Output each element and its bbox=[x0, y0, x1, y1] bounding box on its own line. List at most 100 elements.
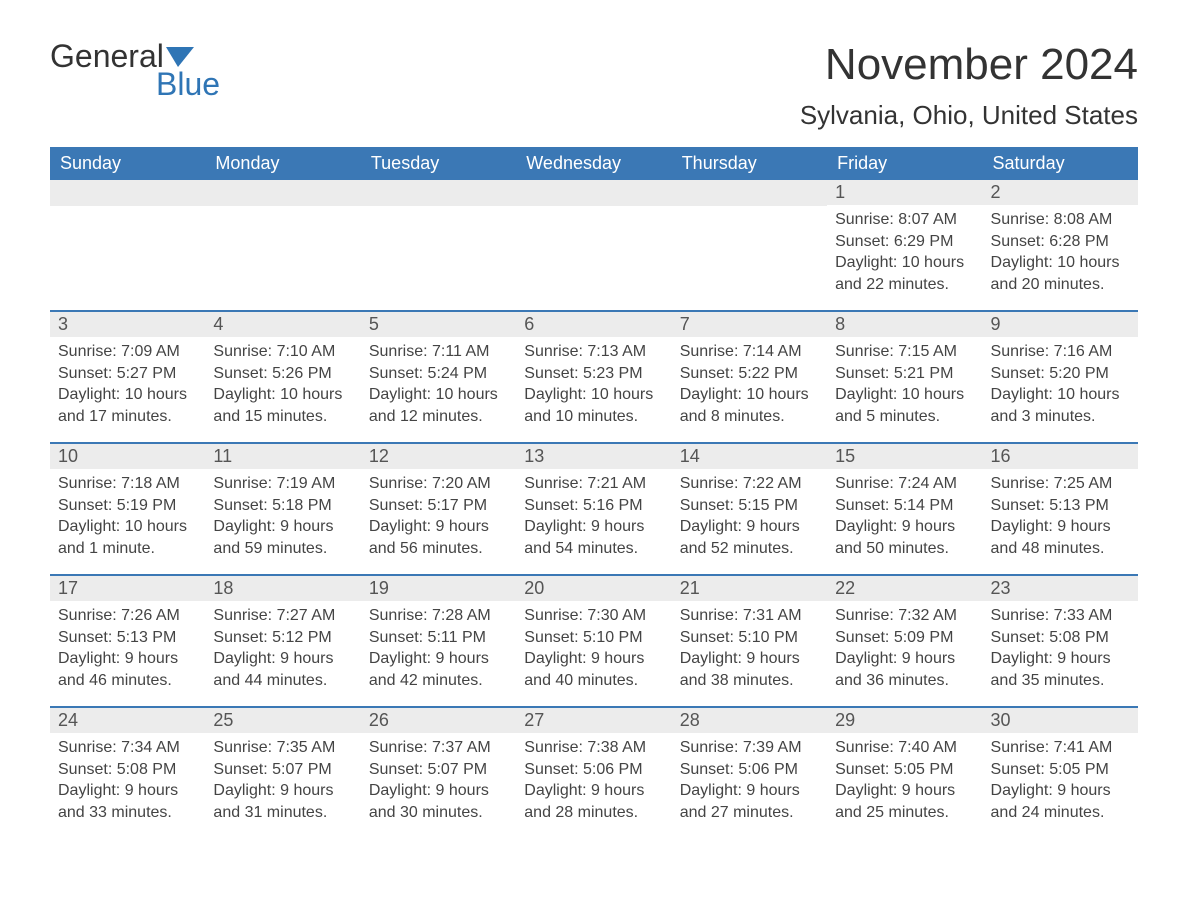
day-number: 18 bbox=[205, 576, 360, 601]
day-number: 23 bbox=[983, 576, 1138, 601]
day-number: 19 bbox=[361, 576, 516, 601]
day-of-week-header: SundayMondayTuesdayWednesdayThursdayFrid… bbox=[50, 147, 1138, 180]
day-body: Sunrise: 7:32 AMSunset: 5:09 PMDaylight:… bbox=[827, 601, 982, 699]
sunset-text: Sunset: 5:12 PM bbox=[213, 627, 352, 649]
day-cell: 21Sunrise: 7:31 AMSunset: 5:10 PMDayligh… bbox=[672, 576, 827, 706]
sunset-text: Sunset: 5:11 PM bbox=[369, 627, 508, 649]
sunrise-text: Sunrise: 7:14 AM bbox=[680, 341, 819, 363]
sunset-text: Sunset: 5:26 PM bbox=[213, 363, 352, 385]
daylight-text: Daylight: 9 hours and 25 minutes. bbox=[835, 780, 974, 823]
daylight-text: Daylight: 9 hours and 33 minutes. bbox=[58, 780, 197, 823]
sunset-text: Sunset: 5:15 PM bbox=[680, 495, 819, 517]
sunrise-text: Sunrise: 7:11 AM bbox=[369, 341, 508, 363]
sunrise-text: Sunrise: 7:28 AM bbox=[369, 605, 508, 627]
daylight-text: Daylight: 10 hours and 12 minutes. bbox=[369, 384, 508, 427]
day-cell: 20Sunrise: 7:30 AMSunset: 5:10 PMDayligh… bbox=[516, 576, 671, 706]
day-number: 20 bbox=[516, 576, 671, 601]
day-body: Sunrise: 7:34 AMSunset: 5:08 PMDaylight:… bbox=[50, 733, 205, 831]
daylight-text: Daylight: 9 hours and 59 minutes. bbox=[213, 516, 352, 559]
dow-cell: Wednesday bbox=[516, 147, 671, 180]
day-cell: 30Sunrise: 7:41 AMSunset: 5:05 PMDayligh… bbox=[983, 708, 1138, 838]
empty-day-header bbox=[672, 180, 827, 206]
sunset-text: Sunset: 5:13 PM bbox=[58, 627, 197, 649]
sunrise-text: Sunrise: 7:25 AM bbox=[991, 473, 1130, 495]
day-cell: 15Sunrise: 7:24 AMSunset: 5:14 PMDayligh… bbox=[827, 444, 982, 574]
day-body: Sunrise: 7:27 AMSunset: 5:12 PMDaylight:… bbox=[205, 601, 360, 699]
sunrise-text: Sunrise: 7:30 AM bbox=[524, 605, 663, 627]
daylight-text: Daylight: 9 hours and 36 minutes. bbox=[835, 648, 974, 691]
day-body: Sunrise: 7:18 AMSunset: 5:19 PMDaylight:… bbox=[50, 469, 205, 567]
day-cell: 14Sunrise: 7:22 AMSunset: 5:15 PMDayligh… bbox=[672, 444, 827, 574]
day-body: Sunrise: 8:07 AMSunset: 6:29 PMDaylight:… bbox=[827, 205, 982, 303]
logo: General Blue bbox=[50, 40, 220, 100]
day-number: 7 bbox=[672, 312, 827, 337]
day-cell: 9Sunrise: 7:16 AMSunset: 5:20 PMDaylight… bbox=[983, 312, 1138, 442]
sunrise-text: Sunrise: 7:31 AM bbox=[680, 605, 819, 627]
day-cell: 12Sunrise: 7:20 AMSunset: 5:17 PMDayligh… bbox=[361, 444, 516, 574]
dow-cell: Saturday bbox=[983, 147, 1138, 180]
daylight-text: Daylight: 9 hours and 27 minutes. bbox=[680, 780, 819, 823]
daylight-text: Daylight: 9 hours and 44 minutes. bbox=[213, 648, 352, 691]
sunrise-text: Sunrise: 7:41 AM bbox=[991, 737, 1130, 759]
dow-cell: Friday bbox=[827, 147, 982, 180]
sunrise-text: Sunrise: 7:38 AM bbox=[524, 737, 663, 759]
sunset-text: Sunset: 5:07 PM bbox=[369, 759, 508, 781]
day-body: Sunrise: 7:24 AMSunset: 5:14 PMDaylight:… bbox=[827, 469, 982, 567]
empty-day-header bbox=[516, 180, 671, 206]
day-cell: 24Sunrise: 7:34 AMSunset: 5:08 PMDayligh… bbox=[50, 708, 205, 838]
day-body: Sunrise: 7:22 AMSunset: 5:15 PMDaylight:… bbox=[672, 469, 827, 567]
day-cell: 25Sunrise: 7:35 AMSunset: 5:07 PMDayligh… bbox=[205, 708, 360, 838]
day-body: Sunrise: 7:37 AMSunset: 5:07 PMDaylight:… bbox=[361, 733, 516, 831]
sunrise-text: Sunrise: 8:08 AM bbox=[991, 209, 1130, 231]
day-number: 9 bbox=[983, 312, 1138, 337]
sunrise-text: Sunrise: 7:24 AM bbox=[835, 473, 974, 495]
day-cell: 4Sunrise: 7:10 AMSunset: 5:26 PMDaylight… bbox=[205, 312, 360, 442]
weeks-container: 1Sunrise: 8:07 AMSunset: 6:29 PMDaylight… bbox=[50, 180, 1138, 838]
sunrise-text: Sunrise: 7:22 AM bbox=[680, 473, 819, 495]
day-number: 4 bbox=[205, 312, 360, 337]
day-cell: 2Sunrise: 8:08 AMSunset: 6:28 PMDaylight… bbox=[983, 180, 1138, 310]
day-cell bbox=[50, 180, 205, 310]
day-body: Sunrise: 7:39 AMSunset: 5:06 PMDaylight:… bbox=[672, 733, 827, 831]
location-text: Sylvania, Ohio, United States bbox=[800, 100, 1138, 131]
day-cell: 10Sunrise: 7:18 AMSunset: 5:19 PMDayligh… bbox=[50, 444, 205, 574]
empty-day-header bbox=[361, 180, 516, 206]
sunset-text: Sunset: 5:05 PM bbox=[991, 759, 1130, 781]
day-body: Sunrise: 7:11 AMSunset: 5:24 PMDaylight:… bbox=[361, 337, 516, 435]
sunrise-text: Sunrise: 7:16 AM bbox=[991, 341, 1130, 363]
day-cell bbox=[361, 180, 516, 310]
sunset-text: Sunset: 5:06 PM bbox=[524, 759, 663, 781]
day-body: Sunrise: 7:21 AMSunset: 5:16 PMDaylight:… bbox=[516, 469, 671, 567]
day-number: 6 bbox=[516, 312, 671, 337]
sunset-text: Sunset: 5:16 PM bbox=[524, 495, 663, 517]
sunrise-text: Sunrise: 7:21 AM bbox=[524, 473, 663, 495]
day-body: Sunrise: 7:28 AMSunset: 5:11 PMDaylight:… bbox=[361, 601, 516, 699]
day-number: 14 bbox=[672, 444, 827, 469]
day-body: Sunrise: 7:16 AMSunset: 5:20 PMDaylight:… bbox=[983, 337, 1138, 435]
week-row: 10Sunrise: 7:18 AMSunset: 5:19 PMDayligh… bbox=[50, 442, 1138, 574]
daylight-text: Daylight: 10 hours and 22 minutes. bbox=[835, 252, 974, 295]
day-number: 22 bbox=[827, 576, 982, 601]
day-body: Sunrise: 7:09 AMSunset: 5:27 PMDaylight:… bbox=[50, 337, 205, 435]
day-body: Sunrise: 7:15 AMSunset: 5:21 PMDaylight:… bbox=[827, 337, 982, 435]
sunrise-text: Sunrise: 7:19 AM bbox=[213, 473, 352, 495]
daylight-text: Daylight: 10 hours and 1 minute. bbox=[58, 516, 197, 559]
day-number: 11 bbox=[205, 444, 360, 469]
sunset-text: Sunset: 6:28 PM bbox=[991, 231, 1130, 253]
day-body: Sunrise: 7:38 AMSunset: 5:06 PMDaylight:… bbox=[516, 733, 671, 831]
sunset-text: Sunset: 5:19 PM bbox=[58, 495, 197, 517]
sunset-text: Sunset: 5:17 PM bbox=[369, 495, 508, 517]
dow-cell: Monday bbox=[205, 147, 360, 180]
day-cell: 23Sunrise: 7:33 AMSunset: 5:08 PMDayligh… bbox=[983, 576, 1138, 706]
calendar: SundayMondayTuesdayWednesdayThursdayFrid… bbox=[50, 147, 1138, 838]
sunrise-text: Sunrise: 8:07 AM bbox=[835, 209, 974, 231]
day-body: Sunrise: 7:10 AMSunset: 5:26 PMDaylight:… bbox=[205, 337, 360, 435]
day-body: Sunrise: 8:08 AMSunset: 6:28 PMDaylight:… bbox=[983, 205, 1138, 303]
sunset-text: Sunset: 5:14 PM bbox=[835, 495, 974, 517]
sunrise-text: Sunrise: 7:32 AM bbox=[835, 605, 974, 627]
sunset-text: Sunset: 5:09 PM bbox=[835, 627, 974, 649]
day-cell: 22Sunrise: 7:32 AMSunset: 5:09 PMDayligh… bbox=[827, 576, 982, 706]
daylight-text: Daylight: 9 hours and 38 minutes. bbox=[680, 648, 819, 691]
day-number: 30 bbox=[983, 708, 1138, 733]
day-number: 12 bbox=[361, 444, 516, 469]
